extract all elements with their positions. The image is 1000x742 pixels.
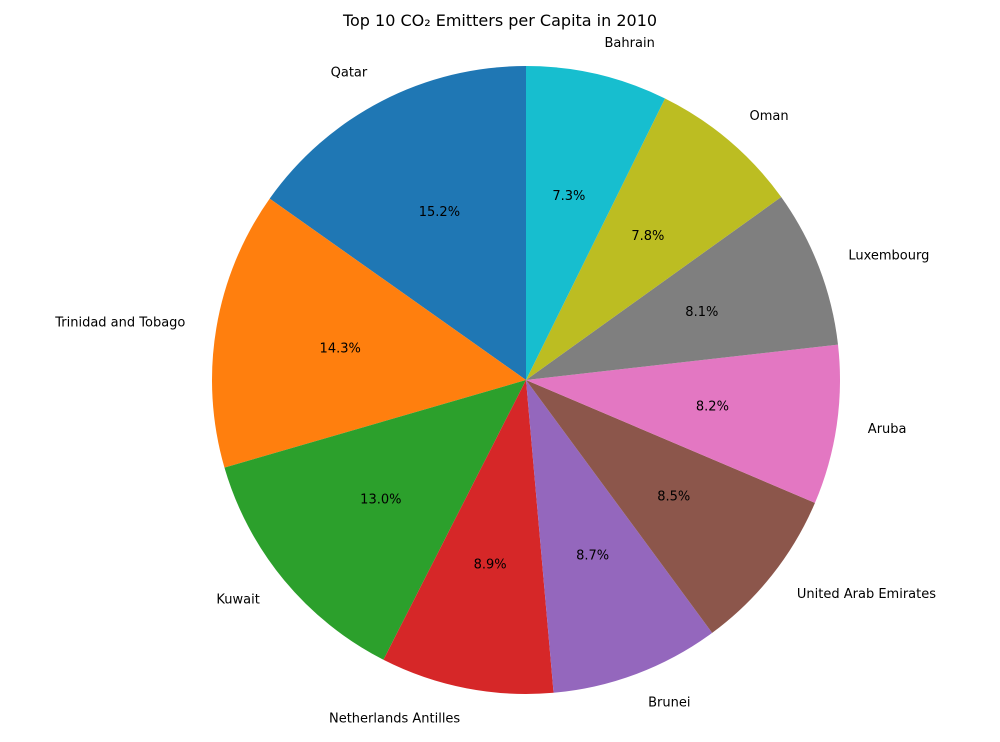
pie-slices <box>211 66 840 695</box>
slice-luxembourg <box>526 197 838 380</box>
slice-aruba <box>526 344 840 503</box>
slice-label-netherlands-antilles: Netherlands Antilles <box>329 712 460 727</box>
slice-percent-aruba: 8.2% <box>696 400 729 415</box>
slice-label-united-arab-emirates: United Arab Emirates <box>797 587 936 602</box>
slice-qatar <box>269 66 526 380</box>
slice-united-arab-emirates <box>526 380 815 633</box>
slice-label-trinidad-and-tobago: Trinidad and Tobago <box>54 315 185 330</box>
slice-label-oman: Oman <box>749 109 788 124</box>
slice-brunei <box>526 380 713 693</box>
slice-label-qatar: Qatar <box>331 66 368 81</box>
slice-netherlands-antilles <box>383 380 554 695</box>
slice-label-aruba: Aruba <box>868 422 907 437</box>
slice-label-bahrain: Bahrain <box>605 36 655 51</box>
slice-percent-trinidad-and-tobago: 14.3% <box>320 341 361 356</box>
slice-percent-united-arab-emirates: 8.5% <box>657 489 690 504</box>
slice-oman <box>526 98 782 380</box>
slice-percent-netherlands-antilles: 8.9% <box>474 557 507 572</box>
slice-bahrain <box>526 66 666 380</box>
chart-title: Top 10 CO₂ Emitters per Capita in 2010 <box>342 11 657 30</box>
slice-percent-brunei: 8.7% <box>576 549 609 564</box>
slice-percent-qatar: 15.2% <box>419 205 460 220</box>
slice-kuwait <box>224 380 527 660</box>
slice-percent-kuwait: 13.0% <box>360 493 401 508</box>
slice-trinidad-and-tobago <box>211 198 526 468</box>
slice-percent-oman: 7.8% <box>631 229 664 244</box>
slice-label-kuwait: Kuwait <box>216 593 259 608</box>
slice-label-brunei: Brunei <box>648 696 690 711</box>
slice-percent-luxembourg: 8.1% <box>685 305 718 320</box>
slice-label-luxembourg: Luxembourg <box>848 248 929 263</box>
pie-labels: Qatar 15.2% Trinidad and Tobago 14.3% Kuwait… <box>54 36 936 726</box>
slice-percent-bahrain: 7.3% <box>552 189 585 204</box>
